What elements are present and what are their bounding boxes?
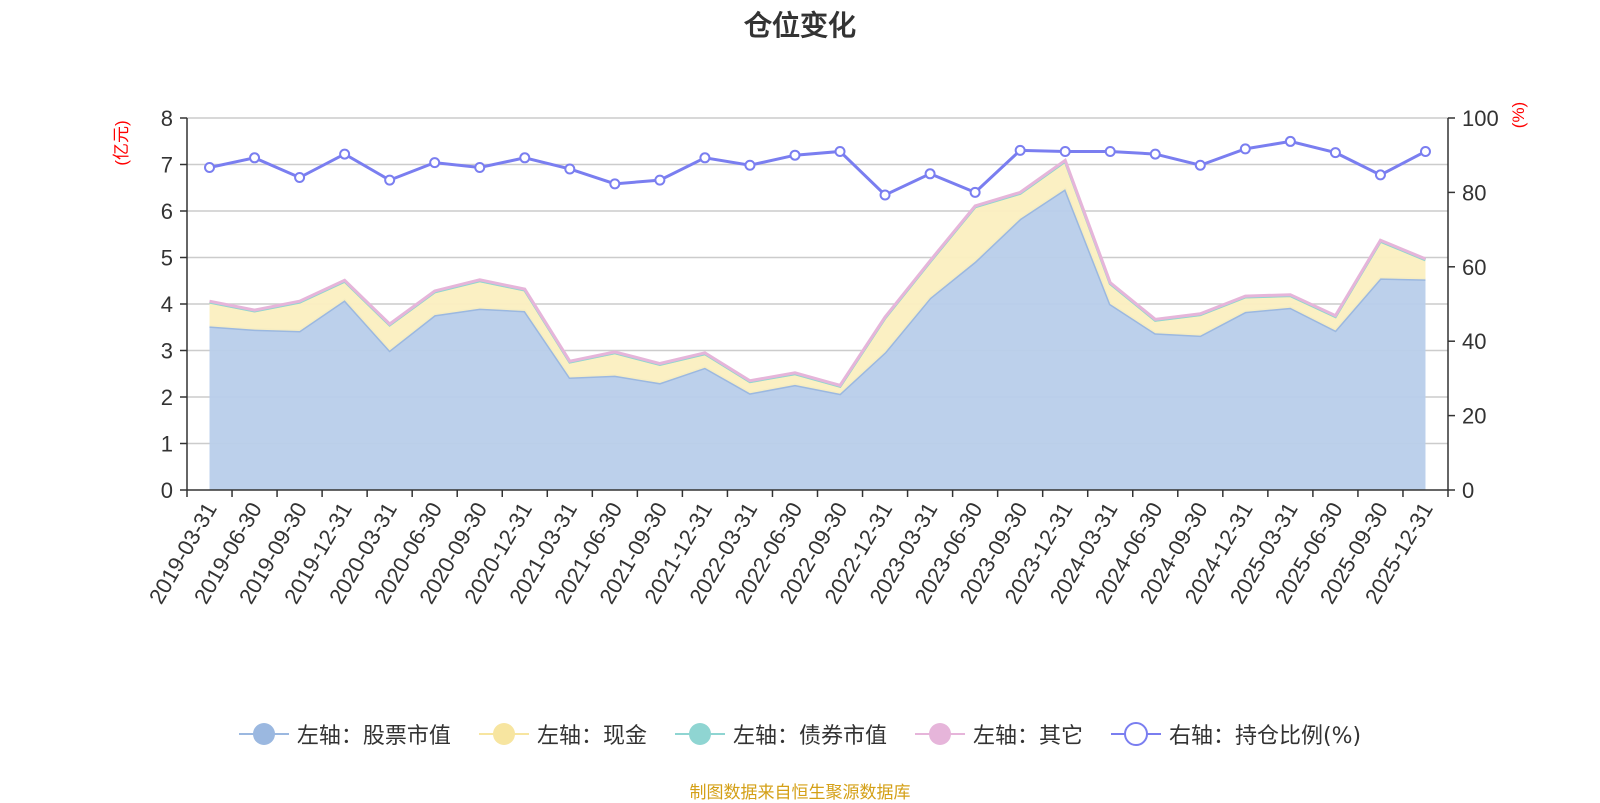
legend-item[interactable]: 左轴：股票市值 [238, 718, 451, 750]
ratio-point [1149, 148, 1161, 160]
right-axis-label: (%) [1509, 102, 1528, 128]
ratio-point [564, 163, 576, 175]
ratio-point [339, 148, 351, 160]
ratio-point [249, 152, 261, 164]
left-tick-label: 7 [161, 153, 173, 178]
ratio-line [204, 135, 1431, 201]
left-tick-label: 8 [161, 106, 173, 131]
ratio-point [609, 178, 621, 190]
ratio-point [294, 172, 306, 184]
chart-title: 仓位变化 [743, 9, 856, 42]
legend-swatch-icon [478, 723, 529, 745]
right-tick-label: 80 [1462, 180, 1486, 205]
legend-item[interactable]: 右轴：持仓比例(%) [1110, 718, 1362, 750]
right-tick-label: 60 [1462, 255, 1486, 280]
legend-label: 左轴：其它 [972, 724, 1083, 749]
legend: 左轴：股票市值 左轴：现金 左轴：债券市值 左轴：其它 右轴：持仓比例(%) [0, 718, 1600, 750]
legend-item[interactable]: 左轴：债券市值 [674, 718, 887, 750]
ratio-point [969, 186, 981, 198]
ratio-point [1059, 145, 1071, 157]
legend-swatch-icon [674, 723, 725, 745]
ratio-point [1329, 147, 1341, 159]
left-axis-label: (亿元) [112, 120, 131, 165]
left-tick-label: 5 [161, 246, 173, 271]
left-tick-label: 1 [161, 432, 173, 457]
ratio-point [924, 168, 936, 180]
legend-item[interactable]: 左轴：现金 [478, 718, 647, 750]
ratio-point [744, 159, 756, 171]
ratio-point [654, 174, 666, 186]
left-tick-label: 6 [161, 199, 173, 224]
legend-label: 左轴：现金 [536, 724, 647, 749]
ratio-point [204, 161, 216, 173]
left-tick-label: 3 [161, 339, 173, 364]
ratio-point [789, 149, 801, 161]
ratio-point [1374, 169, 1386, 181]
legend-label: 左轴：股票市值 [296, 724, 451, 749]
ratio-point [429, 157, 441, 169]
ratio-point [1104, 145, 1116, 157]
ratio-point [1284, 135, 1296, 147]
ratio-point [519, 152, 531, 164]
legend-swatch-icon [914, 723, 965, 745]
ratio-point [1194, 159, 1206, 171]
source-note: 制图数据来自恒生聚源数据库 [689, 783, 911, 803]
area-左轴：股票市值 [209, 189, 1426, 490]
right-tick-label: 20 [1462, 404, 1486, 429]
area-edge-左轴：其它 [209, 157, 1427, 388]
ratio-point [834, 145, 846, 157]
ratio-point [1014, 144, 1026, 156]
ratio-point [474, 161, 486, 173]
left-tick-label: 0 [161, 478, 173, 503]
ratio-point [384, 174, 396, 186]
right-tick-label: 0 [1462, 478, 1474, 503]
ratio-point [1419, 145, 1431, 157]
right-tick-label: 100 [1462, 106, 1499, 131]
legend-label: 左轴：债券市值 [732, 724, 887, 749]
ratio-point [699, 152, 711, 164]
legend-label: 右轴：持仓比例(%) [1168, 724, 1362, 749]
legend-swatch-icon [1110, 722, 1161, 746]
right-tick-label: 40 [1462, 329, 1486, 354]
legend-swatch-icon [238, 723, 289, 745]
ratio-point [879, 189, 891, 201]
left-tick-label: 4 [161, 292, 173, 317]
ratio-line-path [209, 139, 1427, 197]
legend-item[interactable]: 左轴：其它 [914, 718, 1083, 750]
stacked-areas [209, 157, 1427, 490]
left-tick-label: 2 [161, 385, 173, 410]
ratio-point [1239, 143, 1251, 155]
